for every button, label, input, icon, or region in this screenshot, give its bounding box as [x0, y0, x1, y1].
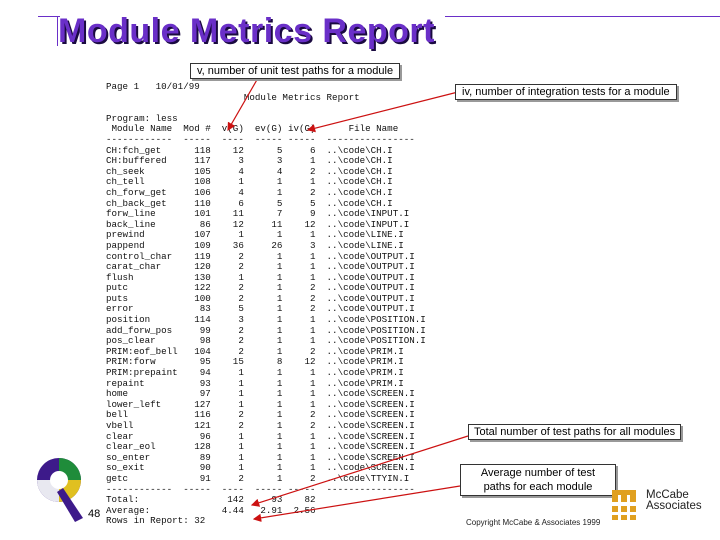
- report-line: position 114 3 1 1 ..\code\POSITION.I: [106, 314, 426, 326]
- report-line: prewind 107 1 1 1 ..\code\LINE.I: [106, 229, 404, 241]
- callout-total: Total number of test paths for all modul…: [468, 424, 682, 440]
- report-line: bell 116 2 1 2 ..\code\SCREEN.I: [106, 409, 415, 421]
- title-rule-vertical: [57, 16, 58, 46]
- logo-text-line-1: McCabe: [646, 489, 689, 501]
- q-logo-icon: [37, 458, 83, 522]
- report-line: pappend 109 36 26 3 ..\code\LINE.I: [106, 239, 404, 251]
- callout-average: Average number of test paths for each mo…: [460, 464, 616, 496]
- report-line: error 83 5 1 2 ..\code\OUTPUT.I: [106, 303, 415, 315]
- report-line: ch_back_get 110 6 5 5 ..\code\CH.I: [106, 197, 393, 209]
- report-line: vbell 121 2 1 2 ..\code\SCREEN.I: [106, 420, 415, 431]
- report-line: getc 91 2 1 2 ..\code\TTYIN.I: [106, 472, 410, 484]
- report-line: back_line 86 12 11 12 ..\code\INPUT.I: [106, 218, 410, 230]
- slide-title: Module Metrics Report: [58, 12, 435, 50]
- report-line: Rows in Report: 32: [106, 515, 206, 527]
- report-line: CH:buffered 117 3 3 1 ..\code\CH.I: [106, 155, 393, 167]
- report-line: flush 130 1 1 1 ..\code\OUTPUT.I: [106, 271, 415, 283]
- page-number: 48: [88, 508, 101, 520]
- report-line: control_char 119 2 1 1 ..\code\OUTPUT.I: [106, 250, 415, 262]
- report-line: PRIM:eof_bell 104 2 1 2 ..\code\PRIM.I: [106, 345, 404, 357]
- report-line: ch_forw_get 106 4 1 2 ..\code\CH.I: [106, 186, 393, 198]
- report-line: ------------ ----- ---- ----- ----- ----…: [106, 133, 415, 145]
- report-line: carat_char 120 2 1 1 ..\code\OUTPUT.I: [106, 261, 415, 273]
- report-line: Page 1 10/01/99: [106, 81, 200, 92]
- title-rule-left: [38, 16, 60, 17]
- report-line: Program: less: [106, 112, 178, 124]
- report-line: ch_seek 105 4 4 2 ..\code\CH.I: [106, 165, 393, 177]
- copyright: Copyright McCabe & Associates 1999: [466, 518, 601, 527]
- report-line: PRIM:prepaint 94 1 1 1 ..\code\PRIM.I: [106, 367, 404, 379]
- logo-text-line-2: Associates: [646, 500, 702, 512]
- report-line: PRIM:forw 95 15 8 12 ..\code\PRIM.I: [106, 356, 404, 368]
- report-line: CH:fch_get 118 12 5 6 ..\code\CH.I: [106, 144, 393, 156]
- report-line: ch_tell 108 1 1 1 ..\code\CH.I: [106, 176, 393, 188]
- report-line: putc 122 2 1 2 ..\code\OUTPUT.I: [106, 282, 415, 294]
- report-line: Module Metrics Report: [106, 91, 360, 103]
- report-line: pos_clear 98 2 1 1 ..\code\POSITION.I: [106, 335, 426, 347]
- report-line: add_forw_pos 99 2 1 1 ..\code\POSITION.I: [106, 324, 426, 336]
- callout-v: v, number of unit test paths for a modul…: [190, 63, 401, 79]
- report-line: forw_line 101 11 7 9 ..\code\INPUT.I: [106, 208, 410, 220]
- title-rule-right: [445, 16, 720, 17]
- report-line: home 97 1 1 1 ..\code\SCREEN.I: [106, 388, 415, 400]
- callout-iv: iv, number of integration tests for a mo…: [455, 84, 677, 100]
- report-line: lower_left 127 1 1 1 ..\code\SCREEN.I: [106, 398, 415, 410]
- metrics-report: Page 1 10/01/99 Module Metrics Report Pro…: [106, 81, 426, 527]
- mccabe-logo-text: McCabe Associates: [646, 489, 702, 512]
- report-line: puts 100 2 1 2 ..\code\OUTPUT.I: [106, 292, 415, 304]
- report-line: repaint 93 1 1 1 ..\code\PRIM.I: [106, 377, 404, 389]
- mccabe-logo-icon: [612, 490, 636, 520]
